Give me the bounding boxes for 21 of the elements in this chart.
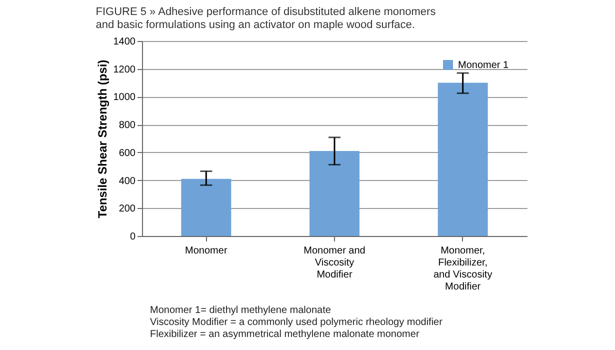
legend-label: Monomer 1 [458, 60, 510, 71]
text: Viscosity Modifier = a commonly used polymeric rheology modifier [150, 317, 444, 328]
x-tick-label: Monomer, Flexibilizer, and Viscosity Modifier [433, 246, 492, 292]
text: Monomer 1= diethyl methylene malonate [150, 305, 332, 316]
bar [181, 178, 232, 236]
text: Flexibilizer = an asymmetrical methylene malonate monomer [150, 329, 420, 340]
y-tick-label: 1000 [113, 92, 136, 104]
bar [438, 82, 488, 236]
text: and basic formulations using an activator on maple wood surface. [96, 19, 415, 31]
text: FIGURE 5 » Adhesive performance of disubstituted alkene monomers [96, 6, 436, 18]
y-tick-label: 400 [118, 176, 136, 187]
y-tick-label: 1200 [113, 64, 136, 76]
bar [310, 151, 360, 236]
y-tick-label: 0 [130, 232, 136, 242]
x-tick-label: Monomer [185, 246, 228, 256]
y-tick-label: 600 [118, 148, 136, 159]
y-tick-label: 800 [118, 120, 136, 132]
y-tick-label: 200 [118, 204, 136, 215]
x-tick-label: Monomer and Viscosity Modifier [304, 246, 366, 280]
y-tick-label: 1400 [113, 36, 136, 48]
y-axis-title: Tensile Shear Strength (psi) [95, 60, 110, 218]
